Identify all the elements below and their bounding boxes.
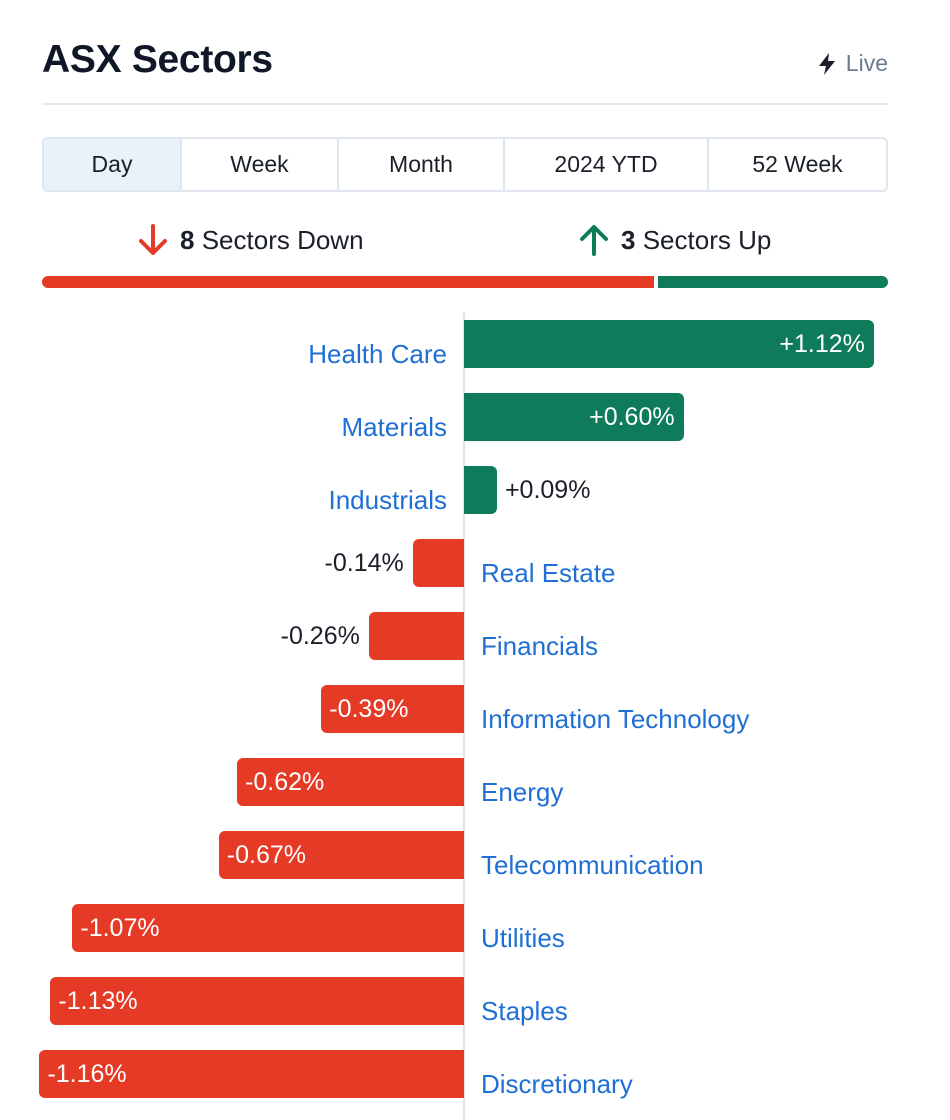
header-divider <box>42 103 888 105</box>
bar-financials <box>368 612 464 660</box>
split-bar-up <box>658 276 888 288</box>
bar-discretionary <box>39 1050 464 1098</box>
split-bar-down <box>42 276 655 288</box>
value-label-industrials: +0.09% <box>504 476 591 504</box>
bar-staples <box>50 977 464 1025</box>
sectors-down-count: 8 <box>180 224 195 255</box>
sectors-down-label: Sectors Down <box>201 224 364 255</box>
value-label-telecommunication: -0.67% <box>226 841 306 869</box>
sector-link-real-estate[interactable]: Real Estate <box>481 558 616 588</box>
value-label-health-care: +1.12% <box>779 330 865 358</box>
period-tabs: Day Week Month 2024 YTD 52 Week <box>42 137 888 192</box>
sector-link-staples[interactable]: Staples <box>481 996 568 1026</box>
sectors-down-summary: 8 Sectors Down <box>136 222 364 258</box>
sector-link-utilities[interactable]: Utilities <box>481 923 565 953</box>
sector-link-discretionary[interactable]: Discretionary <box>481 1069 633 1099</box>
page-title: ASX Sectors <box>42 38 273 81</box>
sector-link-financials[interactable]: Financials <box>481 631 599 661</box>
lightning-bolt-icon <box>818 52 835 75</box>
value-label-real-estate: -0.14% <box>324 549 404 577</box>
tab-week[interactable]: Week <box>182 139 339 190</box>
sector-link-materials[interactable]: Materials <box>341 412 447 442</box>
sector-link-telecommunication[interactable]: Telecommunication <box>481 850 704 880</box>
sectors-up-summary: 3 Sectors Up <box>577 222 771 258</box>
live-indicator: Live <box>816 50 888 77</box>
bar-real-estate <box>412 539 464 587</box>
value-label-financials: -0.26% <box>280 622 360 650</box>
bar-information-technology <box>321 685 464 733</box>
sector-link-health-care[interactable]: Health Care <box>308 339 447 369</box>
value-label-discretionary: -1.16% <box>47 1060 127 1088</box>
arrow-up-icon <box>580 225 608 256</box>
value-label-staples: -1.13% <box>58 987 138 1015</box>
tab-day[interactable]: Day <box>44 139 182 190</box>
tab-2024-ytd[interactable]: 2024 YTD <box>505 139 709 190</box>
tab-month[interactable]: Month <box>339 139 505 190</box>
value-label-information-technology: -0.39% <box>329 695 409 723</box>
sectors-up-label: Sectors Up <box>642 224 772 255</box>
sector-link-information-technology[interactable]: Information Technology <box>481 704 750 734</box>
bar-materials <box>464 393 684 441</box>
sectors-up-count: 3 <box>621 224 636 255</box>
value-label-materials: +0.60% <box>589 403 675 431</box>
arrow-down-icon <box>139 224 167 255</box>
sector-link-energy[interactable]: Energy <box>481 777 564 807</box>
sector-link-industrials[interactable]: Industrials <box>328 485 448 515</box>
value-label-energy: -0.62% <box>245 768 325 796</box>
live-label: Live <box>845 50 888 76</box>
bar-utilities <box>72 904 464 952</box>
bar-industrials <box>464 466 497 514</box>
bar-health-care <box>464 320 874 368</box>
zero-axis-line <box>463 312 465 1120</box>
value-label-utilities: -1.07% <box>80 914 160 942</box>
tab-52-week[interactable]: 52 Week <box>752 151 843 177</box>
bar-telecommunication <box>218 831 464 879</box>
bar-energy <box>237 758 464 806</box>
sector-split-bar <box>42 276 888 288</box>
